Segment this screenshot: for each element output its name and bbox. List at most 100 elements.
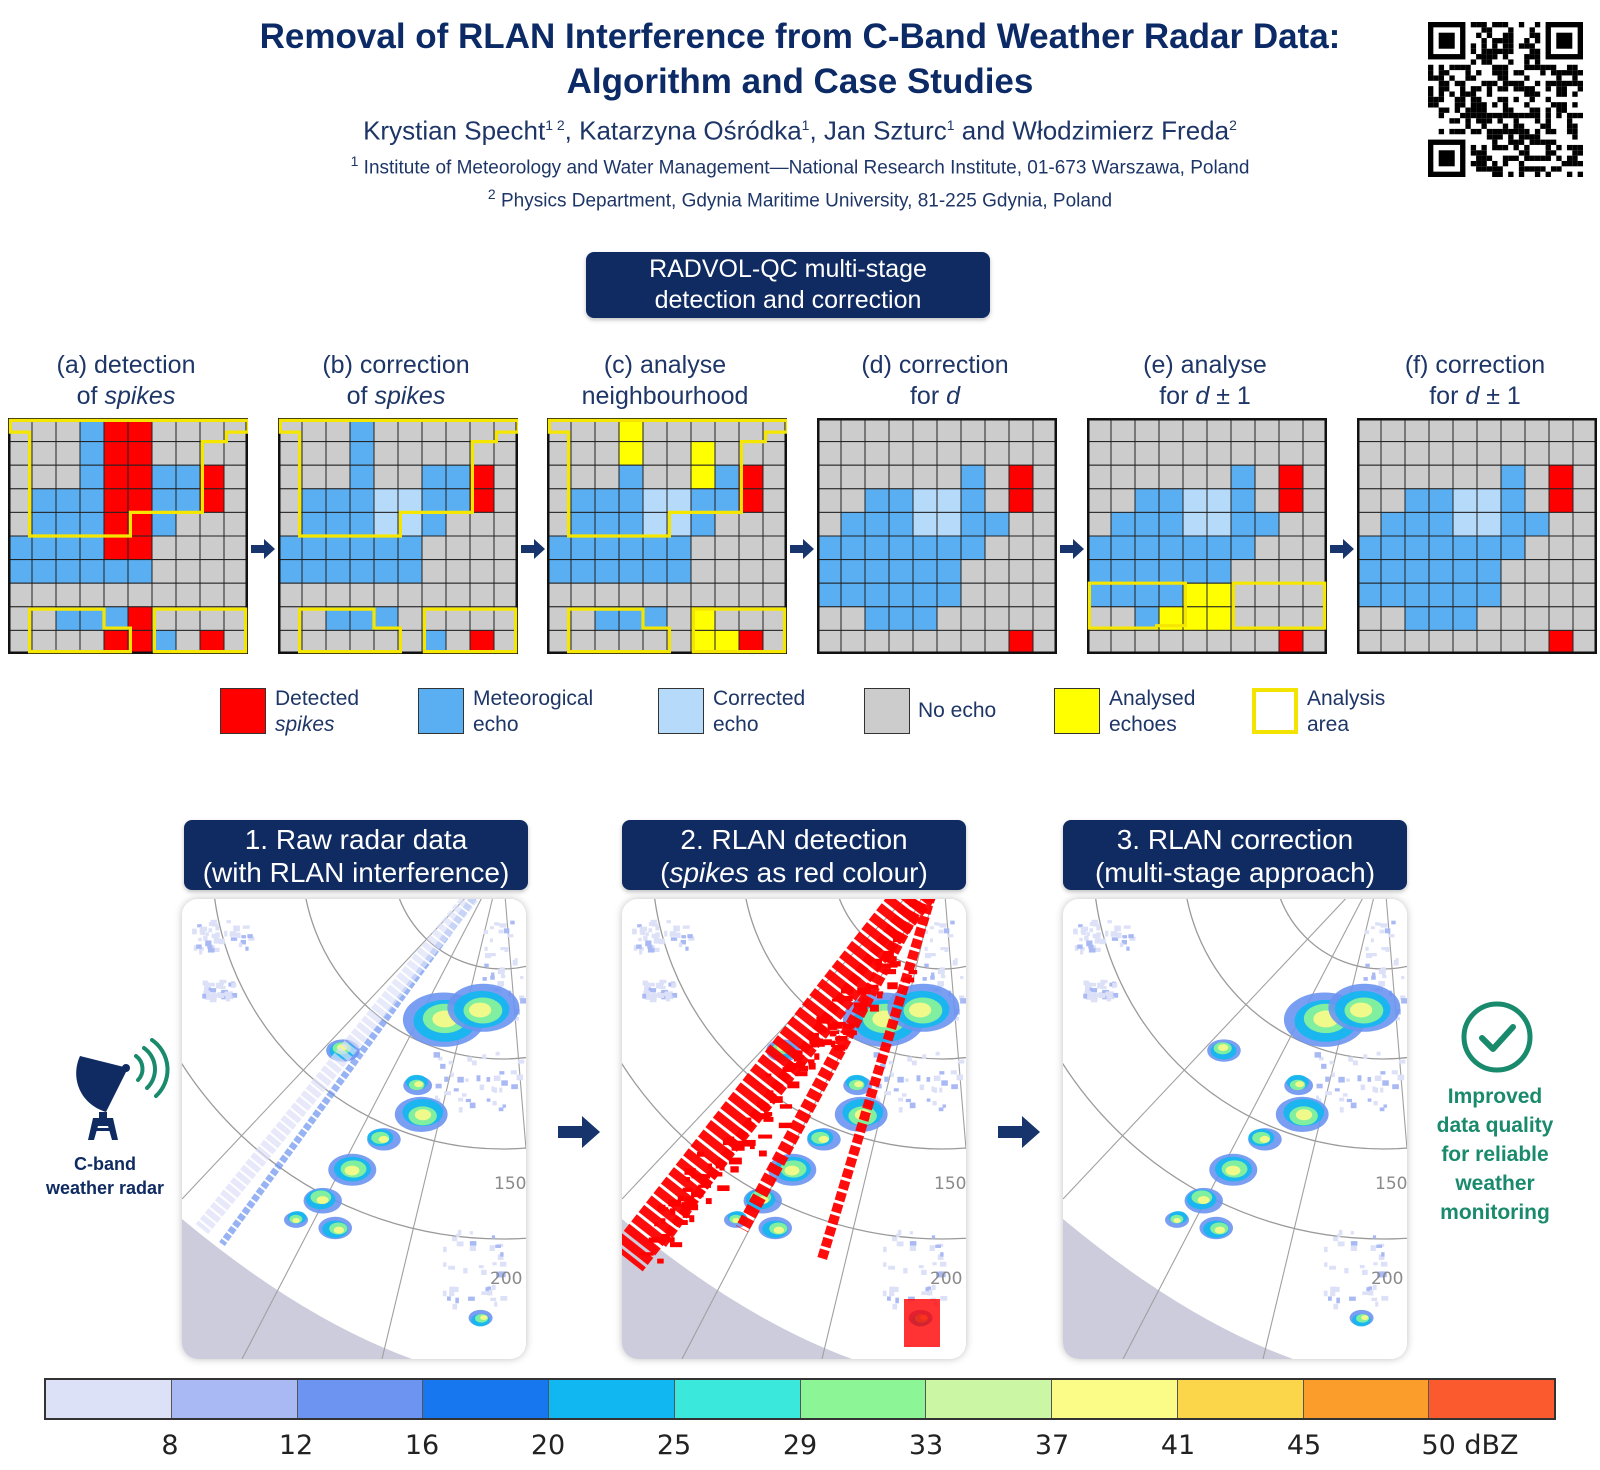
echo-pixel	[874, 1095, 879, 1100]
echo-pixel	[517, 1059, 525, 1064]
qr-module	[1460, 91, 1466, 97]
colour-bar-segment	[423, 1380, 549, 1418]
qr-module	[1502, 86, 1509, 92]
range-label: 200	[490, 1269, 522, 1289]
improved-line: monitoring	[1440, 1201, 1550, 1224]
echo-pixel	[510, 920, 515, 925]
qr-module	[1486, 54, 1493, 60]
echo-pixel	[909, 1231, 913, 1235]
grid-cell-none	[1110, 418, 1136, 443]
spike-pixel	[833, 1023, 843, 1029]
grid-cell-none	[984, 535, 1010, 561]
colour-bar-segment	[1429, 1380, 1554, 1418]
qr-module	[1486, 134, 1493, 140]
grid-cell-none	[325, 441, 351, 466]
qr-module	[1518, 86, 1525, 92]
spike-pixel	[715, 1161, 723, 1169]
qr-module	[1492, 171, 1498, 177]
spike-pixel	[764, 1112, 773, 1117]
echo-pixel	[909, 1102, 916, 1109]
grid-cell-none	[738, 535, 764, 561]
range-ring	[622, 1062, 966, 1240]
analysis-area-outline	[422, 607, 518, 654]
echo-pixel	[1381, 947, 1389, 951]
arrow-right-icon	[521, 539, 545, 559]
grid-cell-met	[55, 535, 81, 561]
echo-pixel	[1329, 1060, 1334, 1065]
grid-cell-none	[469, 559, 495, 584]
echo-pixel	[883, 1262, 887, 1267]
spike-pixel	[703, 1174, 711, 1179]
grid-cell-none	[984, 441, 1010, 466]
echo-pixel	[457, 1229, 462, 1236]
qr-module	[1481, 54, 1487, 60]
echo-pixel	[435, 1083, 442, 1089]
grid-cell-spike	[1548, 464, 1574, 490]
panel-title-line-2: (with RLAN interference)	[184, 856, 528, 889]
echo-pixel	[1106, 997, 1112, 1002]
qr-module	[1524, 54, 1530, 60]
grid-cell-corr	[642, 488, 668, 513]
grid-cell-none	[1032, 535, 1057, 561]
grid-cell-none	[223, 535, 248, 561]
qr-module	[1486, 166, 1493, 172]
qr-module	[1566, 155, 1573, 161]
grid-cell-met	[1134, 582, 1160, 608]
qr-module	[1481, 150, 1487, 156]
qr-finder	[1438, 32, 1455, 49]
grid-cell-none	[1087, 418, 1112, 443]
step-title-line-1: (a) detection	[56, 351, 196, 379]
grid-cell-none	[984, 418, 1010, 443]
grid-cell-corr	[936, 488, 962, 513]
qr-module	[1577, 112, 1583, 119]
grid-cell-spike	[1278, 464, 1304, 490]
echo-pixel	[636, 944, 642, 949]
echo-pixel	[493, 1087, 498, 1093]
grid-cell-met	[301, 535, 327, 561]
echo-pixel	[485, 1287, 489, 1292]
echo-pixel	[675, 932, 681, 939]
echo-pixel	[1363, 1054, 1368, 1060]
spike-pixel	[660, 1218, 666, 1224]
echo-pixel	[1331, 1072, 1335, 1078]
qr-module	[1534, 134, 1541, 140]
grid-cell-met	[1158, 559, 1184, 584]
author-list: Krystian Specht1 2, Katarzyna Ośródka1, …	[150, 108, 1450, 148]
poster-header: Removal of RLAN Interference from C-Band…	[150, 14, 1450, 214]
qr-module	[1534, 139, 1541, 145]
echo-pixel	[452, 1303, 458, 1310]
qr-module	[1497, 22, 1503, 28]
convective-echo	[316, 1196, 329, 1205]
echo-pixel	[496, 922, 501, 926]
grid-cell-none	[1500, 629, 1526, 654]
echo-pixel	[516, 1074, 524, 1081]
convective-echo	[784, 1165, 800, 1176]
grid-cell-met	[570, 559, 596, 584]
grid-cell-met	[1158, 511, 1184, 537]
echo-pixel	[1362, 1291, 1369, 1295]
echo-pixel	[944, 947, 949, 952]
echo-pixel	[469, 1231, 473, 1235]
spike-pixel	[808, 1062, 816, 1070]
grid-cell-met	[1428, 511, 1454, 537]
grid-cell-none	[1380, 488, 1406, 513]
grid-cell-none	[127, 582, 153, 608]
qr-code-icon[interactable]	[1428, 22, 1583, 177]
echo-pixel	[1330, 1286, 1337, 1292]
echo-pixel	[498, 929, 504, 934]
convective-echo	[468, 1002, 492, 1018]
grid-cell-anal	[1206, 606, 1232, 631]
step-title-italic: d	[1465, 382, 1480, 410]
spike-pixel	[867, 984, 879, 989]
grid-cell-corr	[936, 511, 962, 537]
grid-cell-none	[1357, 488, 1382, 513]
grid-cell-none	[936, 629, 962, 654]
echo-pixel	[665, 994, 672, 999]
echo-pixel	[646, 941, 651, 945]
echo-pixel	[903, 1268, 908, 1274]
grid-cell-none	[1548, 418, 1574, 443]
qr-module	[1508, 139, 1514, 145]
qr-module	[1556, 144, 1562, 151]
grid-border	[817, 418, 1057, 654]
qr-module	[1534, 118, 1541, 124]
